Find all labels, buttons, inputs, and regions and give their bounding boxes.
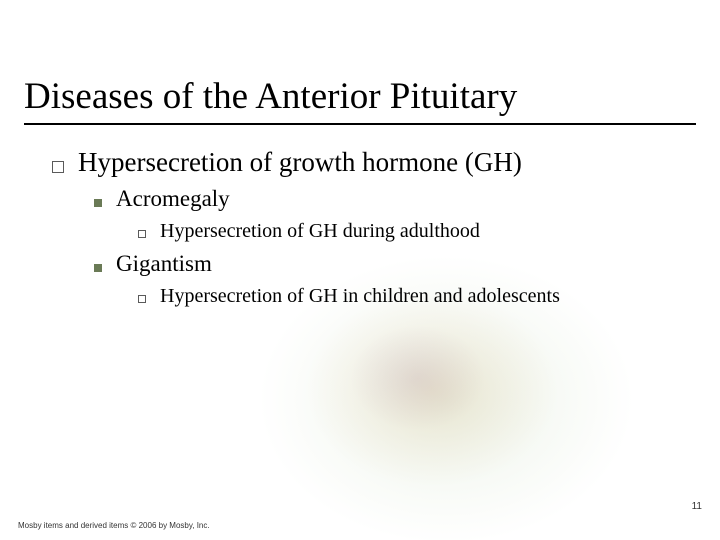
lvl2-text: Acromegaly xyxy=(116,186,230,212)
square-filled-icon xyxy=(94,264,102,272)
square-filled-icon xyxy=(94,199,102,207)
copyright-footer: Mosby items and derived items © 2006 by … xyxy=(18,521,210,530)
slide-title: Diseases of the Anterior Pituitary xyxy=(24,74,696,125)
page-number: 11 xyxy=(692,501,702,512)
lvl2-text: Gigantism xyxy=(116,251,212,277)
bullet-lvl1: Hypersecretion of growth hormone (GH) xyxy=(52,147,696,178)
bullet-lvl2: Gigantism xyxy=(94,251,696,277)
square-hollow-icon xyxy=(138,295,146,303)
square-hollow-icon xyxy=(52,161,64,173)
bullet-lvl3: Hypersecretion of GH in children and ado… xyxy=(138,285,696,308)
lvl3-text: Hypersecretion of GH in children and ado… xyxy=(160,285,560,308)
top-spacer xyxy=(24,20,696,74)
slide: Diseases of the Anterior Pituitary Hyper… xyxy=(0,0,720,540)
square-hollow-icon xyxy=(138,230,146,238)
bullet-lvl3: Hypersecretion of GH during adulthood xyxy=(138,220,696,243)
bullet-lvl2: Acromegaly xyxy=(94,186,696,212)
lvl3-text: Hypersecretion of GH during adulthood xyxy=(160,220,480,243)
lvl1-text: Hypersecretion of growth hormone (GH) xyxy=(78,147,522,178)
